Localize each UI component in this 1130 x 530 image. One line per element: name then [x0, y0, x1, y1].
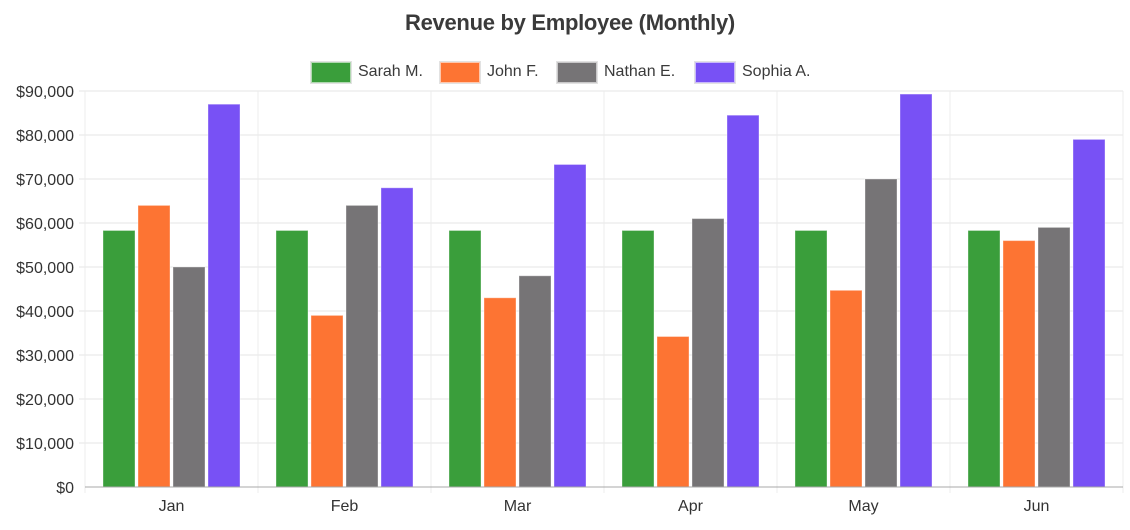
bars [102, 93, 1106, 488]
y-tick-label: $10,000 [16, 436, 74, 453]
bar-sophia-a-feb[interactable] [380, 187, 414, 488]
bar-sophia-a-apr[interactable] [726, 114, 760, 488]
bar-sarah-m-jan[interactable] [102, 229, 136, 488]
y-tick-label: $30,000 [16, 348, 74, 365]
bar-nathan-e-apr[interactable] [691, 218, 725, 488]
legend-label-sarah: Sarah M. [358, 63, 423, 80]
x-tick-label: Jan [159, 498, 185, 515]
x-tick-label: Apr [678, 498, 704, 515]
y-tick-label: $60,000 [16, 216, 74, 233]
y-tick-label: $80,000 [16, 128, 74, 145]
bar-sophia-a-may[interactable] [899, 93, 933, 488]
legend-label-sophia: Sophia A. [742, 63, 811, 80]
y-tick-label: $70,000 [16, 172, 74, 189]
bar-nathan-e-may[interactable] [864, 178, 898, 488]
legend-item-john[interactable]: John F. [440, 60, 539, 84]
bar-sarah-m-feb[interactable] [275, 229, 309, 488]
y-axis: $0 $10,000 $20,000 $30,000 $40,000 $50,000 $60… [16, 84, 74, 497]
legend: Sarah M. John F. Nathan E. Sophia A. [0, 60, 1130, 84]
legend-label-john: John F. [487, 63, 539, 80]
y-tick-label: $40,000 [16, 304, 74, 321]
x-tick-label: Jun [1024, 498, 1050, 515]
gridlines [79, 90, 1124, 493]
chart-title: Revenue by Employee (Monthly) [405, 10, 735, 35]
legend-item-nathan[interactable]: Nathan E. [557, 60, 675, 84]
legend-swatch-nathan [557, 61, 597, 83]
y-tick-label: $50,000 [16, 260, 74, 277]
bar-sarah-m-apr[interactable] [621, 229, 655, 488]
bar-nathan-e-jun[interactable] [1037, 226, 1071, 488]
bar-john-f-apr[interactable] [656, 336, 690, 488]
y-tick-label: $20,000 [16, 392, 74, 409]
x-tick-label: Mar [504, 498, 532, 515]
legend-swatch-sophia [695, 61, 735, 83]
bar-sophia-a-jun[interactable] [1072, 138, 1106, 488]
legend-swatch-sarah [311, 61, 351, 83]
y-tick-label: $0 [56, 480, 74, 497]
bar-john-f-feb[interactable] [310, 314, 344, 488]
legend-item-sarah[interactable]: Sarah M. [311, 60, 423, 84]
legend-swatch-john [440, 61, 480, 83]
bar-sophia-a-mar[interactable] [553, 163, 587, 488]
bar-sarah-m-jun[interactable] [967, 229, 1001, 488]
bar-nathan-e-mar[interactable] [518, 275, 552, 488]
legend-item-sophia[interactable]: Sophia A. [695, 60, 811, 84]
x-tick-label: May [848, 498, 878, 515]
bar-john-f-mar[interactable] [483, 297, 517, 488]
x-axis: Jan Feb Mar Apr May Jun [85, 486, 1123, 515]
y-tick-label: $90,000 [16, 84, 74, 101]
bar-john-f-jun[interactable] [1002, 240, 1036, 488]
bar-john-f-may[interactable] [829, 289, 863, 488]
bar-sophia-a-jan[interactable] [207, 103, 241, 488]
legend-label-nathan: Nathan E. [604, 63, 676, 80]
x-tick-label: Feb [331, 498, 359, 515]
bar-john-f-jan[interactable] [137, 204, 171, 488]
bar-nathan-e-feb[interactable] [345, 204, 379, 488]
bar-sarah-m-mar[interactable] [448, 229, 482, 488]
bar-sarah-m-may[interactable] [794, 229, 828, 488]
bar-nathan-e-jan[interactable] [172, 266, 206, 488]
